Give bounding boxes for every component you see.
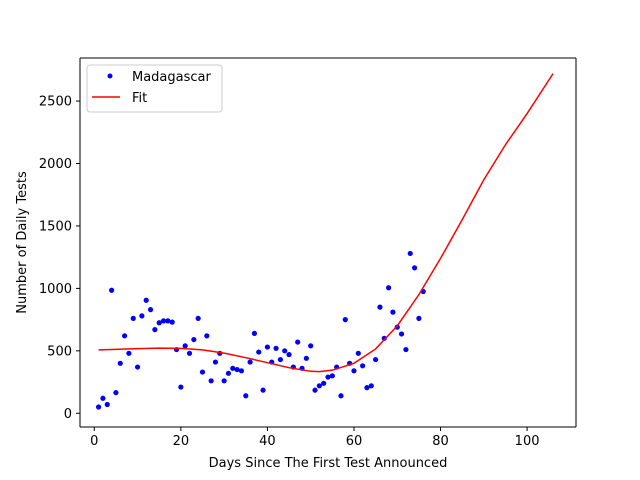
data-point-madagascar: [147, 307, 154, 313]
data-point-madagascar: [143, 297, 149, 303]
data-point-madagascar: [238, 368, 245, 374]
data-point-madagascar: [373, 356, 379, 363]
data-point-madagascar: [385, 285, 392, 291]
data-point-madagascar: [407, 250, 413, 257]
x-tick-label: 40: [259, 434, 276, 449]
x-tick-label: 100: [515, 434, 540, 449]
plot-area: [96, 73, 554, 410]
data-point-madagascar: [316, 383, 322, 389]
data-point-madagascar: [204, 333, 210, 339]
data-point-madagascar: [186, 350, 193, 356]
data-point-madagascar: [325, 374, 331, 380]
y-axis-label: Number of Daily Tests: [15, 171, 30, 314]
data-point-madagascar: [96, 404, 102, 410]
y-tick-label: 0: [64, 407, 72, 422]
data-point-madagascar: [377, 304, 383, 310]
data-point-madagascar: [308, 343, 314, 349]
legend-marker-madagascar: [107, 73, 113, 79]
data-point-madagascar: [303, 355, 309, 361]
data-point-madagascar: [139, 313, 145, 319]
data-point-madagascar: [195, 315, 201, 321]
data-point-madagascar: [286, 351, 292, 358]
data-point-madagascar: [416, 315, 422, 321]
data-point-madagascar: [178, 384, 184, 390]
data-point-madagascar: [243, 393, 249, 399]
x-tick-label: 80: [432, 434, 449, 449]
data-point-madagascar: [368, 383, 374, 389]
data-point-madagascar: [199, 369, 206, 375]
data-point-madagascar: [342, 317, 348, 323]
data-point-madagascar: [208, 378, 214, 384]
data-point-madagascar: [398, 331, 405, 337]
x-tick-label: 20: [173, 434, 190, 449]
data-point-madagascar: [260, 387, 266, 393]
legend-label-fit: Fit: [132, 91, 147, 106]
x-tick-label: 60: [346, 434, 363, 449]
data-point-madagascar: [381, 335, 387, 341]
data-point-madagascar: [134, 364, 141, 370]
x-axis-label: Days Since The First Test Announced: [209, 456, 448, 471]
data-point-madagascar: [338, 393, 344, 399]
y-tick-label: 2000: [39, 157, 72, 172]
data-point-madagascar: [126, 350, 132, 356]
data-point-madagascar: [312, 387, 318, 393]
data-point-madagascar: [364, 385, 370, 391]
data-point-madagascar: [277, 356, 283, 363]
data-point-madagascar: [117, 360, 123, 366]
data-point-madagascar: [234, 366, 240, 373]
data-point-madagascar: [247, 359, 253, 365]
data-point-madagascar: [355, 350, 361, 356]
legend: Madagascar Fit: [86, 64, 223, 113]
data-point-madagascar: [165, 318, 171, 324]
data-point-madagascar: [394, 324, 400, 330]
data-point-madagascar: [182, 343, 188, 349]
data-point-madagascar: [230, 365, 236, 371]
data-point-madagascar: [403, 346, 409, 353]
legend-label-madagascar: Madagascar: [132, 70, 212, 85]
data-point-madagascar: [160, 318, 167, 324]
series-line-fit: [98, 73, 554, 373]
data-point-madagascar: [321, 380, 327, 386]
data-point-madagascar: [329, 373, 335, 379]
data-point-madagascar: [256, 349, 262, 355]
data-point-madagascar: [295, 339, 301, 345]
data-point-madagascar: [156, 320, 162, 326]
data-point-madagascar: [130, 315, 136, 321]
legend-box: [86, 64, 223, 113]
data-point-madagascar: [273, 345, 279, 351]
data-point-madagascar: [360, 363, 366, 369]
data-point-madagascar: [251, 330, 258, 336]
x-tick-label: 0: [90, 434, 98, 449]
data-point-madagascar: [169, 319, 175, 325]
axes-frame: [79, 57, 577, 428]
data-point-madagascar: [191, 336, 197, 343]
data-point-madagascar: [351, 368, 357, 374]
data-point-madagascar: [113, 390, 119, 396]
data-point-madagascar: [121, 333, 128, 339]
data-point-madagascar: [225, 370, 232, 376]
y-tick-label: 1500: [39, 219, 72, 234]
data-point-madagascar: [100, 395, 106, 401]
data-point-madagascar: [411, 265, 418, 271]
data-point-madagascar: [104, 401, 110, 408]
data-point-madagascar: [109, 287, 115, 293]
y-tick-label: 1000: [39, 282, 72, 297]
y-tick-label: 500: [47, 344, 72, 359]
y-tick-label: 2500: [39, 95, 72, 110]
data-point-madagascar: [212, 359, 219, 365]
data-point-madagascar: [152, 327, 158, 333]
data-point-madagascar: [390, 309, 396, 315]
data-point-madagascar: [264, 344, 271, 350]
data-point-madagascar: [221, 378, 227, 384]
data-point-madagascar: [282, 348, 288, 354]
